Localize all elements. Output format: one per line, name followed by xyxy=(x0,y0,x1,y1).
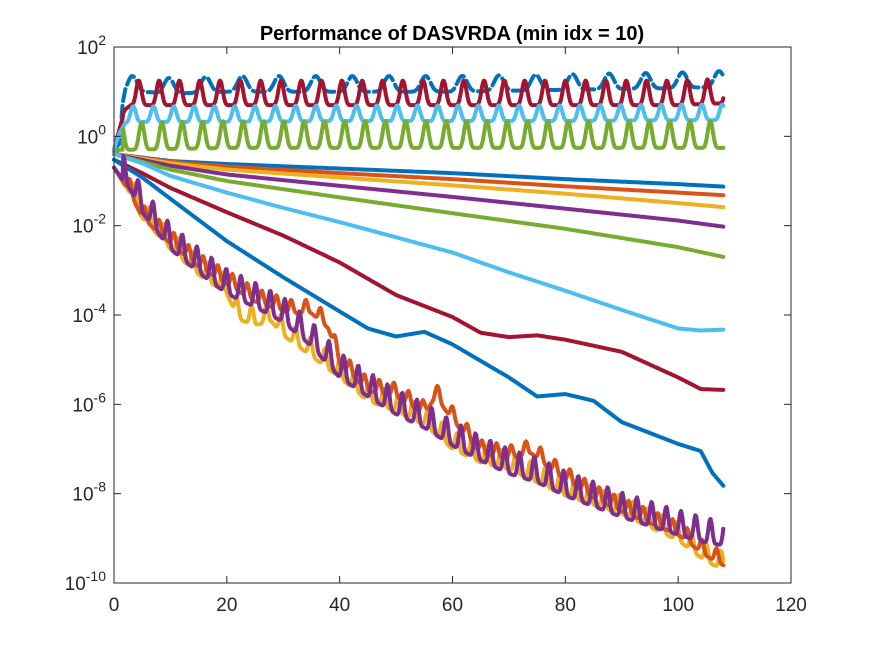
series-line-7 xyxy=(112,152,726,210)
series-layer xyxy=(112,69,726,568)
series-line-4 xyxy=(112,119,726,154)
x-tick-label: 100 xyxy=(662,595,694,616)
series-line-10 xyxy=(112,152,726,333)
x-tick-label: 80 xyxy=(555,595,576,616)
x-tick-label: 60 xyxy=(442,595,463,616)
series-line-3 xyxy=(112,102,726,152)
y-tick-label: 10-2 xyxy=(72,211,106,238)
series-line-15 xyxy=(112,154,726,547)
y-tick-label: 100 xyxy=(77,121,106,148)
series-line-9 xyxy=(112,152,726,259)
x-tick-label: 0 xyxy=(109,595,120,616)
y-tick-label: 10-6 xyxy=(72,389,106,416)
series-line-2 xyxy=(112,77,726,152)
series-line-11 xyxy=(112,157,726,392)
series-line-1 xyxy=(112,69,726,152)
y-tick-label: 10-4 xyxy=(72,300,106,327)
series-line-5 xyxy=(112,152,726,189)
x-tick-label: 120 xyxy=(775,595,807,616)
y-tick-label: 102 xyxy=(77,32,106,59)
y-tick-label: 10-8 xyxy=(72,479,106,506)
series-line-8 xyxy=(112,152,726,229)
series-line-12 xyxy=(112,157,726,488)
y-tick-label: 10-10 xyxy=(65,568,107,595)
chart-title: Performance of DASVRDA (min idx = 10) xyxy=(260,23,644,45)
series-line-6 xyxy=(112,152,726,198)
x-tick-label: 40 xyxy=(329,595,350,616)
x-tick-label: 20 xyxy=(216,595,237,616)
axis-ticks: 0 20 40 60 80 100 120 10-10 10-8 10-6 10-4 10-2 100 1… xyxy=(65,32,807,616)
